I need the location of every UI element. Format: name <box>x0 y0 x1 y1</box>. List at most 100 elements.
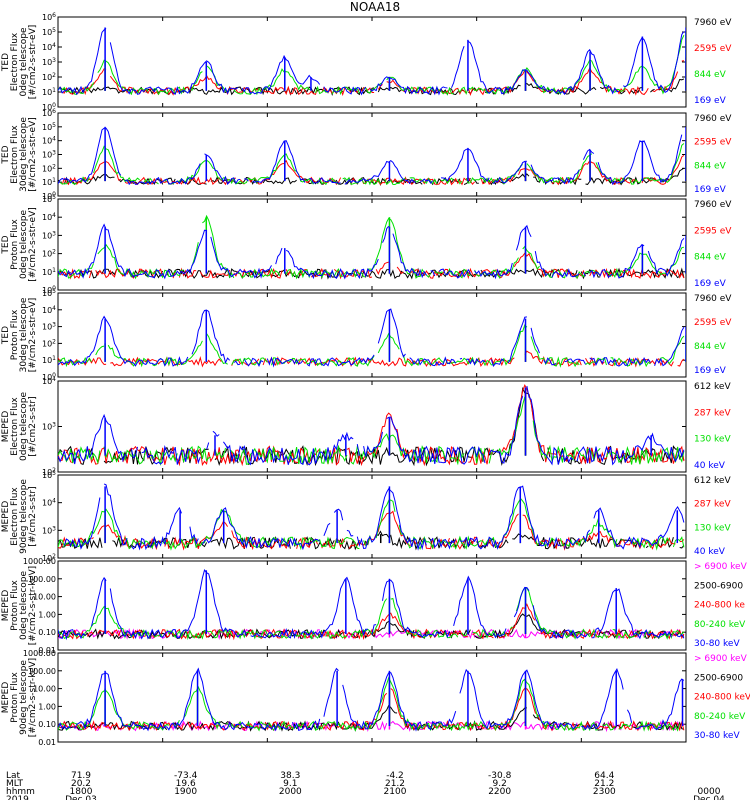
y-tick-label: 100.00 <box>28 575 56 584</box>
legend-entry: 7960 eV <box>694 18 732 28</box>
y-tick-label: 0.01 <box>38 738 56 747</box>
y-axis-label-line: Proton Flux <box>10 580 20 631</box>
x-tick-hhmm: 2200 <box>488 787 511 797</box>
y-tick-label: 101 <box>42 355 56 365</box>
y-tick-label: 1000.00 <box>23 557 56 566</box>
y-axis-label-line: MEPED <box>1 411 11 443</box>
y-tick-label: 0.10 <box>38 628 56 637</box>
legend-entry: 2595 eV <box>694 44 732 54</box>
series-line-169-ev <box>58 308 685 368</box>
legend-entry: 2595 eV <box>694 138 732 148</box>
panel-5: 102 103 104 MEPEDElectron Flux0deg telescop… <box>1 376 731 477</box>
y-axis-label-line: TED <box>1 53 11 72</box>
y-axis-label-line: MEPED <box>1 682 11 714</box>
y-tick-label: 104 <box>42 42 56 52</box>
y-tick-label: 104 <box>42 376 56 386</box>
panel-6: 102 103 104 105 MEPEDElectron Flux90deg tele… <box>1 470 731 563</box>
y-tick-label: 102 <box>42 553 56 563</box>
x-tick-mlt: 9.1 <box>283 779 297 789</box>
y-axis-label-line: TED <box>1 145 11 164</box>
y-tick-label: 105 <box>42 288 56 298</box>
y-tick-label: 105 <box>42 27 56 37</box>
y-tick-label: 104 <box>42 136 56 146</box>
x-tick-date: Dec 03 <box>65 795 97 800</box>
panel-1: 100 101 102 103 104 105 106 TEDElectron Flux0de… <box>1 12 732 112</box>
panel-4: 100 101 102 103 104 105 TEDProton Flux30deg te… <box>1 288 732 382</box>
y-axis-label-line: [#/cm2-s-str-eV] <box>28 298 38 373</box>
x-tick-mlt: 9.2 <box>493 779 507 789</box>
y-axis-label-line: [#/cm2-s-str-keV] <box>28 566 38 645</box>
y-tick-label: 0.01 <box>38 646 56 655</box>
x-row-label: hhmm <box>6 787 35 797</box>
legend-entry: 240-800 ke <box>694 601 745 611</box>
series-line-40-kev <box>63 483 685 551</box>
x-tick-hhmm: 2000 <box>279 787 302 797</box>
legend-entry: 844 eV <box>694 70 727 80</box>
y-tick-label: 103 <box>42 57 56 67</box>
legend-entry: 7960 eV <box>694 200 732 210</box>
y-axis-label: MEPEDProton Flux0deg telescope[#/cm2-s-s… <box>1 566 38 645</box>
x-tick-mlt: 19.6 <box>176 779 196 789</box>
y-axis-label-line: [#/cm2-s-str] <box>28 486 38 546</box>
x-tick-hhmm: 2100 <box>384 787 407 797</box>
legend-entry: 287 keV <box>694 408 731 418</box>
y-tick-label: 0.10 <box>38 720 56 729</box>
y-tick-label: 103 <box>42 322 56 332</box>
panel-3: 100 101 102 103 104 105 TEDProton Flux0deg tel… <box>1 194 732 295</box>
y-axis-label-line: 90deg telescope <box>19 660 29 735</box>
legend-entry: 40 keV <box>694 461 726 471</box>
legend-entry: 80-240 keV <box>694 620 746 630</box>
legend-entry: 612 keV <box>694 382 731 392</box>
x-tick-hhmm: 1800 <box>70 787 93 797</box>
legend-entry: 7960 eV <box>694 114 732 124</box>
y-tick-label: 100 <box>42 191 56 201</box>
legend-entry: 844 eV <box>694 253 727 263</box>
series-group <box>58 27 686 97</box>
y-tick-label: 103 <box>42 150 56 160</box>
y-tick-label: 100 <box>42 285 56 295</box>
x-tick-hhmm: 1900 <box>174 787 197 797</box>
y-tick-label: 102 <box>42 163 56 173</box>
x-tick-lat: 64.4 <box>594 771 614 781</box>
y-axis-label-line: [#/cm2-s-str-eV] <box>28 25 38 100</box>
series-line-40-kev <box>58 385 685 466</box>
y-axis-label-line: Proton Flux <box>10 219 20 270</box>
y-axis-label-line: Proton Flux <box>10 672 20 723</box>
legend-entry: > 6900 keV <box>694 654 748 664</box>
x-tick-lat: 71.9 <box>71 771 91 781</box>
y-axis-label: TEDElectron Flux0deg telescope[#/cm2-s-s… <box>1 25 38 100</box>
y-tick-label: 102 <box>42 72 56 82</box>
y-tick-label: 104 <box>42 212 56 222</box>
series-line-169-ev <box>58 127 683 186</box>
y-axis-label-line: [#/cm2-s-str-keV] <box>28 658 38 737</box>
panels: 100 101 102 103 104 105 106 TEDElectron Flux0de… <box>1 12 750 747</box>
panel-frame <box>57 292 687 378</box>
legend-entry: 169 eV <box>694 96 727 106</box>
y-tick-label: 106 <box>42 108 56 118</box>
y-axis-label-line: [#/cm2-s-str] <box>28 396 38 456</box>
x-tick-lat: 38.3 <box>280 771 300 781</box>
series-line-2500-6900 <box>58 613 685 640</box>
y-axis-label: TEDProton Flux30deg telescope[#/cm2-s-st… <box>1 297 38 372</box>
y-tick-label: 101 <box>42 267 56 277</box>
y-axis-label-line: TED <box>1 326 11 345</box>
x-tick-lat: -30.8 <box>488 771 512 781</box>
legend-entry: 612 keV <box>694 476 731 486</box>
legend-entry: 169 eV <box>694 185 727 195</box>
legend-entry: 30-80 keV <box>694 639 740 649</box>
series-group <box>58 214 686 280</box>
chart-title: NOAA18 <box>350 0 400 14</box>
y-axis-label-line: [#/cm2-s-str-eV] <box>28 207 38 282</box>
x-tick-lat: -73.4 <box>174 771 198 781</box>
y-axis-label: MEPEDProton Flux90deg telescope[#/cm2-s-… <box>1 658 38 737</box>
y-tick-label: 103 <box>42 422 56 432</box>
legend-entry: 7960 eV <box>694 294 732 304</box>
legend-entry: 130 keV <box>694 523 731 533</box>
y-tick-label: 100.00 <box>28 667 56 676</box>
x-row-label: 2019 <box>6 795 29 800</box>
series-line-844-ev <box>59 143 685 186</box>
y-tick-label: 1.00 <box>38 702 56 711</box>
y-tick-label: 102 <box>42 338 56 348</box>
y-axis-label: MEPEDElectron Flux0deg telescope[#/cm2-s… <box>1 392 38 462</box>
